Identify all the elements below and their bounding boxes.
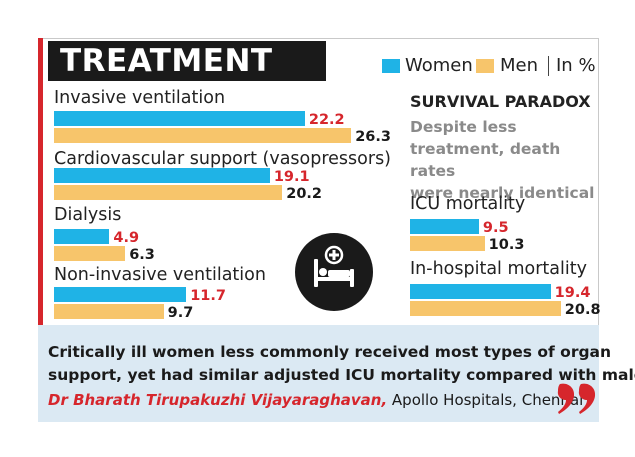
category-label-dialysis: Dialysis bbox=[54, 205, 122, 225]
description-line-2: treatment, death rates bbox=[410, 140, 561, 180]
hospital-bed-icon bbox=[295, 233, 373, 311]
legend-unit: In % bbox=[556, 55, 596, 76]
quote-line-1: Critically ill women less commonly recei… bbox=[48, 343, 612, 361]
legend-label-women: Women bbox=[405, 55, 473, 76]
legend-swatch-men bbox=[476, 59, 494, 73]
attribution-org: Apollo Hospitals, Chennai bbox=[387, 391, 584, 409]
bar-men-non-invasive-ventilation bbox=[54, 304, 164, 319]
bar-women-invasive-ventilation bbox=[54, 111, 305, 126]
bar-women-icu-mortality bbox=[410, 219, 479, 234]
quote-line-2: support, yet had similar adjusted ICU mo… bbox=[48, 366, 635, 384]
legend-swatch-women bbox=[382, 59, 400, 73]
value-label-men-invasive-ventilation: 26.3 bbox=[355, 129, 391, 145]
value-label-women-non-invasive-ventilation: 11.7 bbox=[190, 288, 226, 304]
value-label-men-in-hospital-mortality: 20.8 bbox=[564, 302, 601, 318]
bar-men-invasive-ventilation bbox=[54, 128, 352, 143]
quote-mark-icon bbox=[556, 382, 598, 420]
legend-label-men: Men bbox=[500, 55, 539, 76]
bar-women-dialysis bbox=[54, 229, 110, 244]
bar-women-non-invasive-ventilation bbox=[54, 287, 187, 302]
description-line-1: Despite less bbox=[410, 118, 517, 136]
bar-women-cardiovascular-support-vasopressors bbox=[54, 168, 270, 183]
value-label-women-icu-mortality: 9.5 bbox=[482, 220, 509, 236]
description-line-3: were nearly identical bbox=[410, 184, 595, 202]
value-label-men-non-invasive-ventilation: 9.7 bbox=[167, 305, 194, 321]
survival-paradox-description: Despite less treatment, death rates were… bbox=[410, 116, 600, 204]
bar-men-in-hospital-mortality bbox=[410, 301, 561, 316]
quote-attribution: Dr Bharath Tirupakuzhi Vijayaraghavan, A… bbox=[48, 390, 583, 410]
value-label-men-dialysis: 6.3 bbox=[129, 247, 155, 263]
bar-women-in-hospital-mortality bbox=[410, 284, 551, 299]
category-label-non-invasive-ventilation: Non-invasive ventilation bbox=[54, 265, 266, 285]
footer-quote-box bbox=[38, 325, 599, 422]
value-label-women-cardiovascular-support-vasopressors: 19.1 bbox=[273, 169, 310, 185]
value-label-men-icu-mortality: 10.3 bbox=[488, 237, 525, 253]
legend-divider bbox=[548, 56, 549, 76]
attribution-name: Dr Bharath Tirupakuzhi Vijayaraghavan, bbox=[48, 391, 388, 409]
bar-men-icu-mortality bbox=[410, 236, 485, 251]
bar-men-cardiovascular-support-vasopressors bbox=[54, 185, 283, 200]
survival-paradox-title: SURVIVAL PARADOX bbox=[410, 92, 591, 111]
value-label-women-dialysis: 4.9 bbox=[113, 230, 140, 246]
bar-men-dialysis bbox=[54, 246, 126, 261]
category-label-cardiovascular-support: Cardiovascular support (vasopressors) bbox=[54, 149, 392, 169]
category-label-in-hospital-mortality: In-hospital mortality bbox=[410, 259, 587, 279]
category-label-invasive-ventilation: Invasive ventilation bbox=[54, 88, 226, 108]
category-label-icu-mortality: ICU mortality bbox=[410, 194, 526, 214]
value-label-women-invasive-ventilation: 22.2 bbox=[308, 112, 345, 128]
value-label-women-in-hospital-mortality: 19.4 bbox=[554, 285, 591, 301]
value-label-men-cardiovascular-support-vasopressors: 20.2 bbox=[286, 186, 323, 202]
accent-stripe bbox=[38, 38, 43, 325]
chart-title: TREATMENT GAP bbox=[48, 41, 326, 119]
